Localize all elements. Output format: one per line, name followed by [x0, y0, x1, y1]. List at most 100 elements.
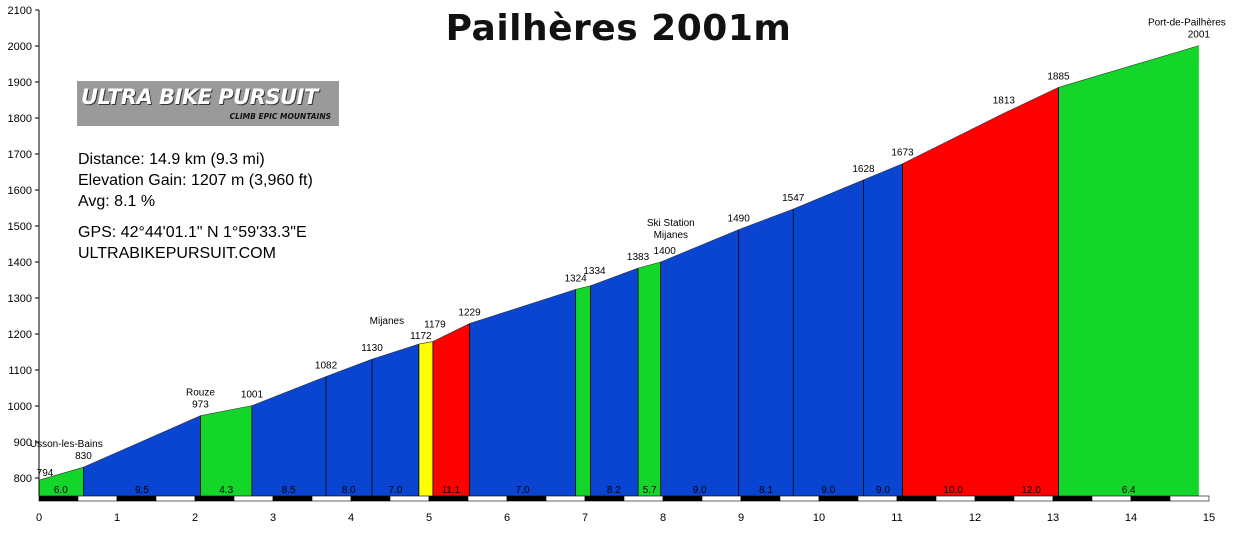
profile-outline	[38, 45, 1199, 481]
grade-label: 6.4	[1122, 485, 1136, 496]
grade-label: 4.3	[219, 485, 233, 496]
distance-scale-block	[311, 495, 352, 502]
grade-label: 11.1	[441, 485, 460, 496]
place-label: Mijanes	[370, 316, 404, 327]
place-label: Mijanes	[654, 230, 688, 241]
distance-scale-block	[272, 495, 313, 502]
profile-segment-14	[793, 179, 864, 497]
distance-scale-block	[545, 495, 586, 502]
distance-scale-block	[194, 495, 235, 502]
page-title: Pailhères 2001m	[445, 8, 792, 49]
distance-scale-block	[623, 495, 664, 502]
profile-segment-7	[432, 323, 470, 496]
elevation-label: 1179	[424, 320, 446, 331]
y-tick-label: 2100	[8, 5, 32, 17]
profile-segment-9	[575, 285, 591, 496]
distance-scale-block	[467, 495, 508, 502]
elevation-label: 1885	[1047, 71, 1070, 82]
profile-segment-6	[418, 341, 433, 496]
grade-label: 8.5	[282, 485, 296, 496]
elevation-label: 1001	[241, 390, 264, 401]
gps-text: GPS: 42°44'01.1" N 1°59'33.3"E	[78, 224, 307, 241]
distance-scale-block	[1130, 495, 1171, 502]
elevation-label: 1082	[315, 360, 338, 371]
elevation-label: 1673	[891, 148, 914, 159]
place-label: Ski Station	[647, 218, 695, 229]
distance-scale-block	[389, 495, 430, 502]
distance-scale-block	[1052, 495, 1093, 502]
distance-scale-block	[77, 495, 118, 502]
elevation-label: 1324	[565, 273, 588, 284]
grade-label: 9.0	[693, 485, 707, 496]
x-tick-label: 6	[504, 512, 510, 524]
distance-scale-block	[935, 495, 976, 502]
x-tick-label: 9	[738, 512, 744, 524]
elevation-label: 973	[192, 400, 209, 411]
y-tick-label: 1000	[8, 401, 32, 413]
distance-scale-block	[155, 495, 196, 502]
distance-scale-block	[740, 495, 781, 502]
grade-label: 10.0	[943, 485, 963, 496]
x-tick-label: 2	[192, 512, 198, 524]
distance-scale-block	[974, 495, 1015, 502]
profile-segment-1	[83, 415, 201, 496]
grade-label: 9.5	[135, 485, 149, 496]
profile-segment-0	[39, 467, 84, 496]
y-tick-label: 1900	[8, 77, 32, 89]
profile-segment-2	[200, 405, 252, 496]
y-tick-label: 800	[14, 473, 32, 485]
distance-scale-block	[896, 495, 937, 502]
distance-scale-block	[779, 495, 820, 502]
elevation-label: 1172	[410, 331, 432, 342]
grade-label: 12.0	[1021, 485, 1041, 496]
y-tick-label: 1200	[8, 329, 32, 341]
y-tick-label: 1300	[8, 293, 32, 305]
grade-label: 9.0	[821, 485, 835, 496]
elevation-label: 794	[37, 468, 54, 479]
distance-scale-block	[233, 495, 274, 502]
profile-segment-13	[738, 209, 794, 496]
profile-segment-18	[1058, 45, 1199, 496]
elevation-label: 1490	[728, 214, 751, 225]
profile-segment-15	[863, 163, 903, 496]
x-tick-label: 3	[270, 512, 276, 524]
place-label: Usson-les-Bains	[30, 439, 103, 450]
profile-segment-8	[469, 289, 576, 496]
grade-label: 7.0	[389, 485, 403, 496]
profile-segment-5	[372, 344, 419, 496]
elevation-label: 1334	[583, 266, 606, 277]
grade-label: 8.0	[342, 485, 356, 496]
distance-scale-block	[506, 495, 547, 502]
x-tick-label: 1	[114, 512, 120, 524]
elevation-label: 2001	[1188, 30, 1211, 41]
x-tick-label: 15	[1203, 512, 1215, 524]
elevation-gain-text: Elevation Gain: 1207 m (3,960 ft)	[78, 172, 313, 189]
grade-label: 8.1	[759, 485, 773, 496]
x-tick-label: 4	[348, 512, 354, 524]
y-tick-label: 900	[14, 437, 32, 449]
y-tick-label: 2000	[8, 41, 32, 53]
x-tick-label: 0	[36, 512, 42, 524]
distance-scale-block	[38, 495, 79, 502]
elevation-label: 1229	[458, 308, 481, 319]
distance-scale-block	[662, 495, 703, 502]
elevation-label: 1400	[654, 246, 677, 257]
x-tick-label: 11	[891, 512, 902, 524]
profile-segment-11	[638, 262, 661, 496]
distance-scale-block	[818, 495, 859, 502]
brand-logo: ULTRA BIKE PURSUIT CLIMB EPIC MOUNTAINS	[77, 81, 339, 126]
x-tick-label: 7	[582, 512, 588, 524]
y-tick-label: 1600	[8, 185, 32, 197]
distance-scale-block	[350, 495, 391, 502]
elevation-label: 1130	[361, 343, 383, 354]
distance-scale-block	[1169, 495, 1210, 502]
grade-label: 6.0	[54, 485, 68, 496]
y-tick-label: 1100	[8, 365, 32, 377]
x-tick-label: 12	[969, 512, 981, 524]
grade-label: 8.2	[607, 485, 621, 496]
y-tick-label: 1700	[8, 149, 32, 161]
website-text: ULTRABIKEPURSUIT.COM	[78, 245, 276, 262]
x-tick-label: 5	[426, 512, 432, 524]
grade-label: 9.0	[876, 485, 890, 496]
elevation-label: 1383	[627, 252, 650, 263]
